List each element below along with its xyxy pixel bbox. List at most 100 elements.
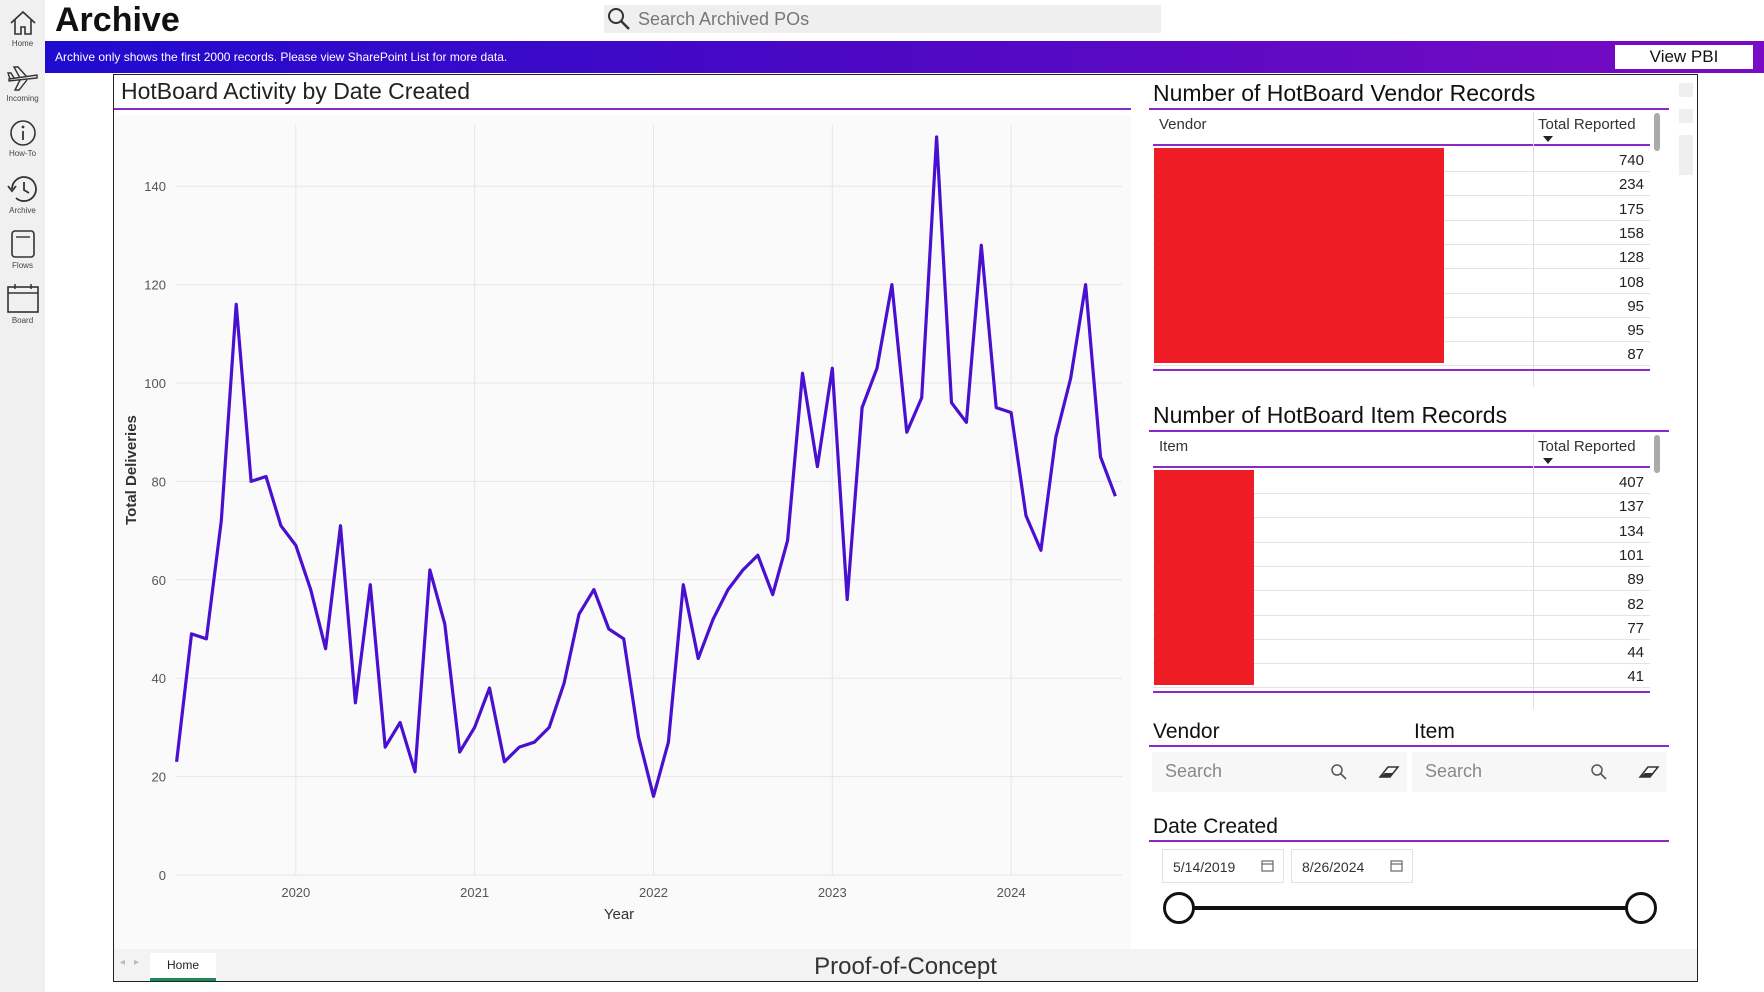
- vendor-total-col-header[interactable]: Total Reported: [1538, 116, 1636, 133]
- item-search-input[interactable]: [1425, 761, 1575, 782]
- table-row[interactable]: 134: [1153, 519, 1650, 543]
- search-icon[interactable]: [1590, 763, 1608, 781]
- date-range-end-handle[interactable]: [1625, 892, 1657, 924]
- footer-caption: Proof-of-Concept: [814, 953, 997, 980]
- item-column-divider: [1533, 434, 1534, 709]
- rail-item-home[interactable]: Home: [0, 2, 45, 56]
- vendor-search-input[interactable]: [1165, 761, 1315, 782]
- table-row[interactable]: 87: [1153, 342, 1650, 367]
- tab-home[interactable]: Home: [150, 953, 216, 981]
- y-tick-label: 60: [152, 573, 166, 588]
- rail-item-board[interactable]: Board: [0, 277, 45, 331]
- search-icon[interactable]: [606, 6, 632, 32]
- date-start-value: 5/14/2019: [1173, 859, 1236, 875]
- x-tick-label: 2023: [818, 885, 847, 900]
- item-slicer-underline: [1409, 745, 1669, 747]
- line-chart-svg: 0 20 40 60 80 100 120 140 2020 2021 2022 2023 2024 Ye…: [123, 125, 1122, 923]
- x-tick-label: 2022: [639, 885, 668, 900]
- eraser-icon[interactable]: [1638, 763, 1660, 781]
- date-end-value: 8/26/2024: [1302, 859, 1365, 875]
- vendor-table-bottom-line: [1153, 368, 1650, 371]
- line-chart: 0 20 40 60 80 100 120 140 2020 2021 2022 2023 2024 Ye…: [114, 115, 1131, 949]
- item-table-title: Number of HotBoard Item Records: [1153, 402, 1508, 428]
- y-tick-label: 40: [152, 671, 166, 686]
- rail-item-how-to[interactable]: How-To: [0, 112, 45, 166]
- rail-label-board: Board: [11, 316, 34, 325]
- vendor-table-title: Number of HotBoard Vendor Records: [1153, 80, 1536, 106]
- vendor-redacted-block: [1154, 148, 1444, 363]
- total-reported-cell: 134: [1618, 522, 1644, 540]
- item-total-col-header[interactable]: Total Reported: [1538, 438, 1636, 455]
- sort-desc-icon[interactable]: [1543, 458, 1553, 464]
- calendar-icon: [6, 284, 39, 313]
- x-tick-label: 2020: [281, 885, 310, 900]
- date-range-track[interactable]: [1165, 906, 1627, 910]
- total-reported-cell: 407: [1618, 474, 1644, 491]
- item-table-header: Item Total Reported: [1153, 434, 1650, 468]
- total-reported-cell: 234: [1618, 176, 1644, 194]
- sort-desc-icon[interactable]: [1543, 136, 1553, 142]
- total-reported-cell: 740: [1618, 152, 1644, 169]
- table-row[interactable]: 137: [1153, 494, 1650, 519]
- total-reported-cell: 44: [1627, 644, 1644, 662]
- rail-label-archive: Archive: [9, 206, 36, 215]
- date-range-start-handle[interactable]: [1163, 892, 1195, 924]
- x-tick-label: 2021: [460, 885, 489, 900]
- series-line: [175, 135, 1117, 798]
- date-start-input[interactable]: 5/14/2019: [1162, 849, 1284, 883]
- airplane-icon: [6, 66, 38, 91]
- visual-scroll-marker[interactable]: [1679, 109, 1693, 123]
- table-row[interactable]: 41: [1153, 664, 1650, 689]
- vendor-table-scrollbar[interactable]: [1654, 113, 1660, 151]
- visual-scroll-thumb[interactable]: [1679, 135, 1693, 175]
- rail-item-archive[interactable]: Archive: [0, 167, 45, 221]
- x-axis-label: Year: [604, 906, 634, 923]
- item-slicer-title: Item: [1414, 720, 1455, 743]
- item-table-bottom-line: [1153, 690, 1650, 693]
- rail-label-incoming: Incoming: [6, 94, 39, 103]
- table-row[interactable]: 89: [1153, 567, 1650, 592]
- table-row[interactable]: 101: [1153, 543, 1650, 567]
- date-end-input[interactable]: 8/26/2024: [1291, 849, 1413, 883]
- vendor-table: Vendor Total Reported 740 234 175 158 128 108…: [1153, 112, 1650, 412]
- item-redacted-block: [1154, 470, 1254, 685]
- eraser-icon[interactable]: [1378, 763, 1400, 781]
- view-pbi-button[interactable]: View PBI: [1615, 45, 1753, 69]
- visual-scroll-marker[interactable]: [1679, 83, 1693, 97]
- total-reported-cell: 95: [1627, 322, 1644, 340]
- vendor-col-header[interactable]: Vendor: [1159, 116, 1207, 133]
- date-slicer-underline: [1149, 840, 1669, 842]
- rail-label-home: Home: [11, 39, 34, 48]
- total-reported-cell: 82: [1627, 595, 1644, 613]
- item-col-header[interactable]: Item: [1159, 438, 1189, 455]
- table-row[interactable]: 44: [1153, 640, 1650, 665]
- rail-item-incoming[interactable]: Incoming: [0, 57, 45, 111]
- info-banner: Archive only shows the first 2000 record…: [45, 41, 1764, 73]
- calendar-icon[interactable]: [1261, 859, 1274, 872]
- info-icon: [9, 120, 36, 146]
- table-row[interactable]: 407: [1153, 470, 1650, 494]
- total-reported-cell: 89: [1627, 571, 1644, 589]
- table-row[interactable]: 77: [1153, 616, 1650, 640]
- vendor-column-divider: [1533, 112, 1534, 387]
- total-reported-cell: 158: [1618, 224, 1644, 242]
- report-footer: ◂ ▸ Home Proof-of-Concept: [114, 949, 1697, 981]
- history-icon: [6, 176, 37, 202]
- item-table-scrollbar[interactable]: [1654, 435, 1660, 473]
- y-tick-label: 20: [152, 770, 166, 785]
- home-icon: [9, 10, 36, 35]
- total-reported-cell: 41: [1627, 668, 1644, 686]
- vendor-table-header: Vendor Total Reported: [1153, 112, 1650, 146]
- total-reported-cell: 128: [1618, 249, 1644, 267]
- search-icon[interactable]: [1330, 763, 1348, 781]
- search-input[interactable]: [638, 8, 1138, 30]
- next-page-icon[interactable]: ▸: [134, 957, 140, 968]
- search-bar: [604, 5, 1161, 33]
- total-reported-cell: 95: [1627, 297, 1644, 315]
- table-row[interactable]: 82: [1153, 592, 1650, 616]
- calendar-icon[interactable]: [1390, 859, 1403, 872]
- date-slicer-title: Date Created: [1153, 815, 1278, 838]
- rail-item-flows[interactable]: Flows: [0, 222, 45, 276]
- total-reported-cell: 101: [1618, 546, 1644, 564]
- prev-page-icon[interactable]: ◂: [120, 957, 126, 968]
